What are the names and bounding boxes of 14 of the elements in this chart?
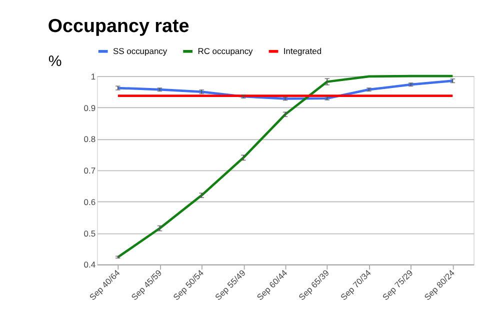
legend-label: Integrated (283, 46, 322, 56)
y-tick-label: 0.4 (84, 260, 96, 270)
chart-title: Occupancy rate (48, 14, 190, 36)
y-tick-label: 0.8 (84, 134, 96, 144)
legend-label: SS occupancy (112, 46, 168, 56)
y-tick-label: 0.7 (84, 166, 96, 176)
y-tick-label: 0.9 (84, 102, 96, 113)
line-series (116, 80, 454, 100)
y-tick-label: 0.6 (84, 196, 96, 207)
y-tick-label: 1 (90, 71, 96, 82)
legend-label: RC occupancy (198, 46, 254, 56)
line-series (116, 74, 454, 258)
y-tick-label: 0.5 (84, 228, 96, 238)
y-axis-title: % (48, 53, 62, 70)
